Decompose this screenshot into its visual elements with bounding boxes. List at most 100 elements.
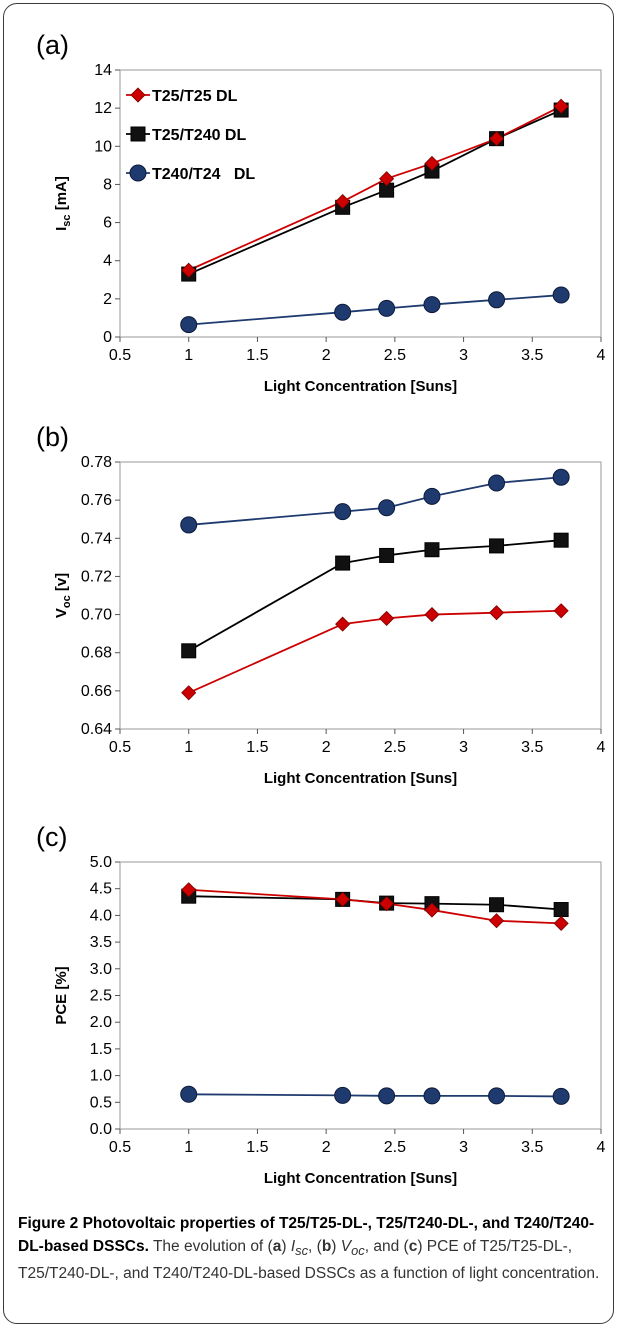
panel-a-y-axis-label: Isc [mA] [53,176,73,231]
panel-b-series-0-point [181,685,197,701]
panel-b-series-1-point [424,542,440,558]
chart-panel-a: (a) 0 2 4 6 8 10 12 14 0.5 1 1.5 2 2.5 3 3.5 4 Light Conc… [36,30,606,395]
panel-c-series-0-point [553,915,569,931]
panel-c-xtick-label: 1 [184,1139,193,1156]
panel-b-series-1-point [553,532,569,548]
panel-c-series-2-line [188,1093,562,1098]
figure-frame [3,3,614,1324]
panel-c-ytick-label: 3.0 [90,961,112,978]
panel-b-series-1-point [335,555,351,571]
panel-c-series-2-point [423,1087,441,1105]
panel-b-series-0-point [335,616,351,632]
panel-a-x-axis-label: Light Concentration [Suns] [264,378,457,395]
panel-c-ytick-label: 1.5 [90,1041,112,1058]
panel-a-series-2-point [488,291,506,309]
panel-a-xtick-label: 0.5 [109,347,131,364]
panel-c-series-1-point [489,897,505,913]
panel-b-series-0-point [424,607,440,623]
panel-b-series-1-line [188,539,562,652]
panel-a-series-0-point [553,98,569,114]
panel-a-series-2-point [334,303,352,321]
panel-b-xtick-label: 3.5 [521,739,543,756]
panel-b-series-2-point [552,468,570,486]
panel-a-xtick-label: 2.5 [384,347,406,364]
panel-a-series-0-line [188,105,562,272]
panel-b-xtick-label: 1 [184,739,193,756]
panel-c-series-0-point [424,902,440,918]
panel-b-series-1-point [181,643,197,659]
panel-b-xtick-label: 3 [459,739,468,756]
panel-a-xtick-label: 3 [459,347,468,364]
panel-c-series-0-point [488,913,505,929]
panel-a-ytick-label: 2 [103,291,112,308]
panel-c-series-2-point [180,1085,198,1103]
panel-c-ytick-label: 1.0 [90,1068,112,1085]
panel-a-ytick-label: 10 [94,138,112,155]
panel-b-xtick-label: 1.5 [246,739,268,756]
panel-c-xtick-label: 2.5 [384,1139,406,1156]
panel-b-series-2-point [334,503,352,521]
chart-panel-b: (b) 0.64 0.66 0.68 0.70 0.72 0.74 0.76 0.78 0.5 1 1… [36,422,606,787]
panel-c-y-axis-label: PCE [%] [53,966,70,1024]
figure-caption: Figure 2 Photovoltaic properties of T25/… [18,1215,600,1283]
panel-b-label: (b) [36,422,69,452]
panel-c-ytick-label: 5.0 [90,854,112,871]
panel-b-series-0-point [379,610,395,626]
panel-b-series-2-point [423,487,441,505]
panel-c-series-2-point [334,1086,352,1104]
panel-b-xtick-label: 0.5 [109,739,131,756]
panel-a-ytick-label: 14 [94,62,112,79]
panel-b-series-2-line [188,476,562,526]
panel-b-ytick-label: 0.64 [81,721,112,738]
panel-a-series-2-line [188,294,562,326]
panel-a-ytick-label: 0 [103,329,112,346]
panel-c-series-0-point [335,891,351,907]
panel-a-series-2-point [378,299,396,317]
panel-a-series-2-point [552,286,570,304]
caption-title: Figure 2 Photovoltaic properties of T25/… [18,1215,595,1255]
chart-panel-c: (c)0.00.51.01.52.02.53.03.54.04.55.00.5 1… [36,822,606,1187]
legend-label-2: T240/T24 DL [152,166,255,183]
panel-a-plot-border [119,69,602,338]
panel-c-xtick-label: 3.5 [521,1139,543,1156]
panel-c-series-0-line [188,888,562,925]
legend-marker-1 [130,126,146,142]
panel-b-x-axis-label: Light Concentration [Suns] [264,770,457,787]
panel-a-ytick-label: 8 [103,176,112,193]
panel-c-series-0-point [181,882,197,898]
panel-a-series-2-point [180,316,198,334]
panel-a-series-0-point [424,155,440,172]
panel-b-ytick-label: 0.70 [81,607,112,624]
panel-b-xtick-label: 2 [322,739,331,756]
panel-b-series-1-point [379,547,395,563]
panel-b-plot-border [119,461,602,730]
panel-b-series-1-point [489,538,505,554]
panel-c-ytick-label: 2.0 [90,1014,112,1031]
panel-a-series-0-point [181,262,197,278]
panel-b-series-2-point [180,516,198,534]
panel-a-ytick-label: 12 [94,100,112,117]
panel-b-ytick-label: 0.66 [81,683,112,700]
panel-c-xtick-label: 3 [459,1139,468,1156]
panel-b-ytick-label: 0.74 [81,530,112,547]
panel-c-series-2-point [488,1087,506,1105]
panel-c-xtick-label: 4 [597,1139,606,1156]
panel-a-series-2-point [423,296,441,314]
panel-b-ytick-label: 0.68 [81,645,112,662]
panel-a-series-0-point [488,131,505,147]
panel-b-y-axis-label: Voc [v] [53,573,73,618]
panel-c-ytick-label: 0.0 [90,1121,112,1138]
panel-a-series-0-point [379,171,395,187]
panel-a-ytick-label: 4 [103,253,112,270]
panel-b-xtick-label: 4 [597,739,606,756]
panel-a-xtick-label: 1 [184,347,193,364]
panel-c-ytick-label: 4.0 [90,907,112,924]
panel-b-ytick-label: 0.76 [81,492,112,509]
panel-b-series-2-point [378,499,396,517]
panel-b-series-0-line [188,609,562,694]
panel-b-series-0-point [488,605,505,621]
panel-a-label: (a) [36,30,69,60]
panel-c-xtick-label: 0.5 [109,1139,131,1156]
panel-a-xtick-label: 4 [597,347,606,364]
legend-marker-0 [130,87,146,103]
